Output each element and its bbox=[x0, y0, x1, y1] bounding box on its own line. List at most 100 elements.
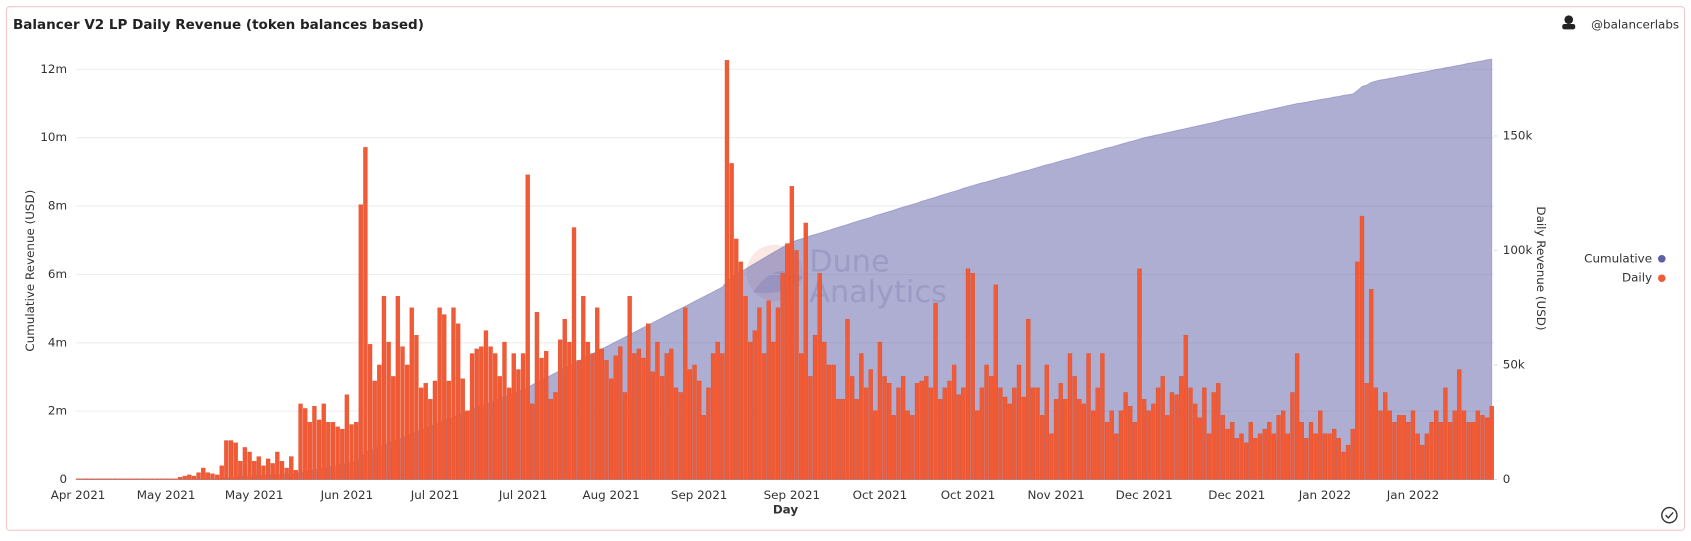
daily-bar bbox=[632, 353, 637, 480]
daily-bar bbox=[905, 410, 910, 480]
daily-bar bbox=[747, 341, 753, 480]
daily-bar bbox=[409, 307, 414, 480]
daily-bar bbox=[1012, 387, 1017, 480]
daily-bar bbox=[1401, 415, 1406, 480]
daily-bar bbox=[590, 353, 595, 480]
x-tick-label: Oct 2021 bbox=[853, 488, 908, 502]
legend-label: Cumulative bbox=[1584, 251, 1652, 265]
daily-bar bbox=[1294, 353, 1300, 480]
daily-bar bbox=[1206, 433, 1212, 480]
daily-bar bbox=[1313, 433, 1318, 480]
x-tick-label: Jul 2021 bbox=[410, 488, 459, 502]
daily-bar bbox=[191, 475, 197, 480]
daily-bar bbox=[1016, 364, 1022, 480]
daily-bar bbox=[117, 478, 122, 480]
daily-bar bbox=[367, 344, 373, 480]
daily-bar bbox=[1318, 410, 1323, 480]
daily-bar bbox=[344, 394, 350, 480]
daily-bar bbox=[1044, 364, 1049, 480]
daily-bar bbox=[136, 478, 141, 480]
chart-title: Balancer V2 LP Daily Revenue (token bala… bbox=[13, 17, 424, 33]
daily-bar bbox=[1281, 410, 1286, 480]
legend-swatch bbox=[1658, 274, 1666, 283]
daily-bar bbox=[312, 406, 317, 480]
daily-bar bbox=[214, 474, 220, 480]
daily-bar bbox=[75, 478, 81, 480]
daily-bar bbox=[293, 470, 299, 480]
daily-bar bbox=[465, 410, 470, 480]
y2-tick-label: 50k bbox=[1503, 357, 1525, 371]
daily-bar bbox=[877, 341, 883, 480]
daily-bar bbox=[613, 355, 618, 480]
daily-bar bbox=[1123, 392, 1128, 480]
daily-bar bbox=[984, 364, 989, 480]
daily-bar bbox=[882, 376, 887, 480]
daily-bar bbox=[1211, 392, 1216, 480]
done-icon[interactable] bbox=[1661, 506, 1678, 524]
daily-bar bbox=[242, 447, 248, 480]
daily-bar bbox=[525, 174, 530, 480]
legend-label: Daily bbox=[1622, 271, 1652, 285]
daily-bar bbox=[896, 387, 901, 480]
daily-bar bbox=[289, 456, 294, 480]
x-tick-label: Dec 2021 bbox=[1208, 488, 1265, 502]
daily-bar bbox=[252, 460, 257, 480]
x-tick-label: Jan 2022 bbox=[1298, 488, 1351, 502]
daily-bar bbox=[1090, 410, 1096, 480]
daily-bar bbox=[1373, 387, 1379, 480]
daily-bar bbox=[1420, 444, 1425, 480]
daily-bar bbox=[789, 186, 795, 480]
daily-bar bbox=[1438, 422, 1443, 480]
daily-bar bbox=[1146, 410, 1151, 480]
daily-bar bbox=[1169, 392, 1175, 480]
daily-bar bbox=[497, 376, 503, 480]
y-tick-label: 8m bbox=[48, 199, 67, 213]
y-tick-label: 0 bbox=[59, 472, 67, 486]
daily-bar bbox=[942, 387, 947, 480]
y2-tick-label: 100k bbox=[1503, 243, 1533, 257]
daily-bar bbox=[381, 296, 387, 480]
legend-swatch bbox=[1658, 254, 1666, 263]
daily-bar bbox=[1406, 422, 1411, 480]
daily-bar bbox=[455, 323, 461, 480]
daily-bar bbox=[1049, 433, 1054, 480]
daily-bar bbox=[887, 383, 892, 480]
daily-bar bbox=[646, 323, 651, 480]
daily-bar bbox=[386, 341, 391, 480]
daily-bar bbox=[1461, 410, 1467, 480]
daily-bar bbox=[1480, 415, 1485, 480]
daily-bar bbox=[122, 478, 127, 480]
daily-bar bbox=[567, 341, 572, 480]
daily-bar bbox=[1104, 422, 1110, 480]
x-tick-label: Jul 2021 bbox=[498, 488, 547, 502]
daily-bar bbox=[140, 478, 146, 480]
daily-bar bbox=[571, 227, 577, 480]
daily-bar bbox=[812, 335, 818, 480]
daily-bar bbox=[1253, 438, 1258, 480]
daily-bar bbox=[126, 478, 132, 480]
daily-bar bbox=[576, 360, 581, 480]
y-tick-label: 2m bbox=[48, 404, 67, 418]
daily-bar bbox=[284, 467, 289, 480]
daily-bar bbox=[1225, 428, 1230, 480]
daily-bar bbox=[307, 422, 312, 480]
daily-bar bbox=[947, 380, 952, 480]
daily-bar bbox=[738, 261, 744, 480]
daily-bar bbox=[840, 399, 846, 480]
daily-bar bbox=[256, 456, 261, 480]
daily-bar bbox=[354, 422, 359, 480]
daily-bar bbox=[511, 353, 516, 480]
daily-bar bbox=[627, 296, 632, 480]
daily-bar bbox=[599, 348, 604, 480]
daily-bar bbox=[377, 364, 382, 480]
daily-bar bbox=[710, 353, 716, 480]
daily-bar bbox=[265, 458, 271, 480]
daily-bar bbox=[1271, 433, 1277, 480]
x-tick-label: Dec 2021 bbox=[1116, 488, 1173, 502]
daily-bar bbox=[177, 477, 183, 480]
daily-bar bbox=[349, 424, 354, 480]
daily-bar bbox=[1378, 410, 1383, 480]
daily-bar bbox=[873, 410, 878, 480]
daily-bar bbox=[1262, 428, 1267, 480]
y2-axis-title: Daily Revenue (USD) bbox=[1534, 206, 1548, 330]
